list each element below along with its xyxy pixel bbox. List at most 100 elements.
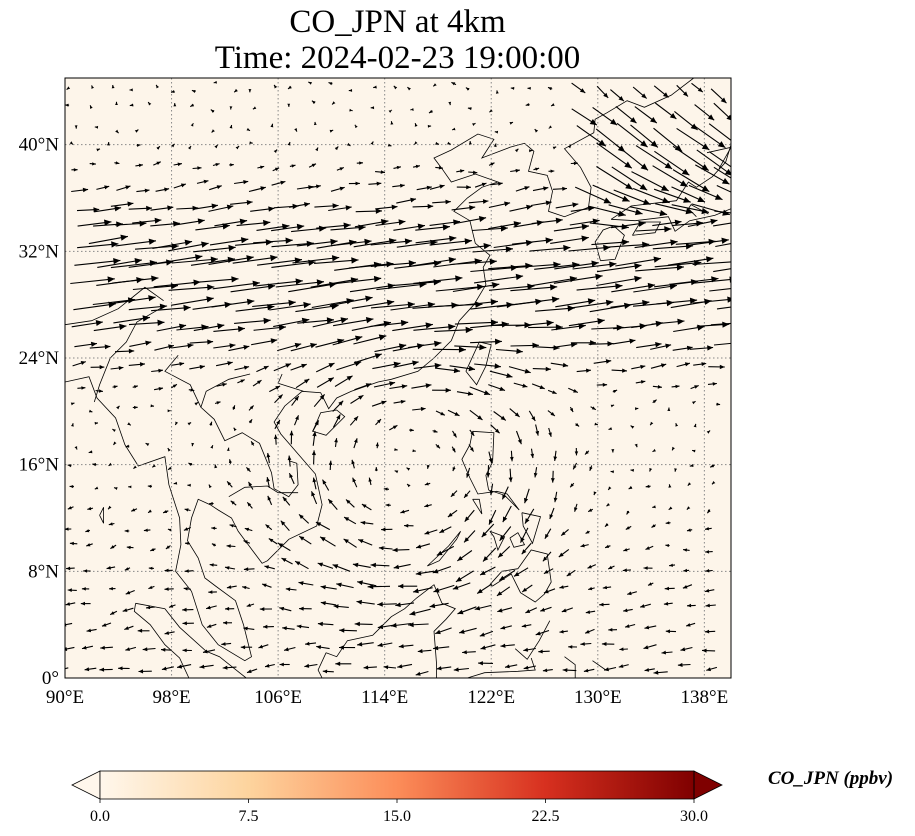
wind-arrow (228, 459, 232, 464)
wind-arrow (143, 528, 151, 532)
wind-arrow (439, 526, 452, 534)
wind-arrow (375, 204, 398, 210)
colorbar: 0.0 7.5 15.0 22.5 30.0 (71, 770, 723, 825)
wind-arrow (255, 278, 303, 287)
wind-arrow (373, 85, 377, 89)
wind-arrow (316, 377, 335, 388)
wind-vectors (65, 80, 731, 676)
wind-arrow (398, 583, 418, 589)
wind-arrow (671, 384, 680, 389)
wind-arrow (148, 566, 154, 570)
wind-arrow (656, 297, 698, 305)
wind-arrow (250, 441, 255, 446)
wind-arrow (292, 255, 340, 264)
wind-arrow (696, 149, 731, 176)
wind-arrow (74, 258, 121, 266)
wind-arrow (268, 538, 278, 545)
wind-arrow (501, 486, 509, 500)
wind-arrow (502, 505, 512, 523)
wind-arrow (154, 387, 164, 391)
gridlines (65, 78, 731, 678)
wind-arrow (228, 345, 250, 352)
wind-arrow (547, 410, 556, 417)
wind-arrow (676, 127, 710, 151)
wind-arrow (114, 348, 135, 354)
wind-arrow (587, 508, 594, 513)
wind-arrow (530, 448, 535, 459)
wind-arrow (432, 565, 452, 574)
coastline-segment (312, 409, 346, 436)
wind-arrow (409, 608, 431, 616)
wind-arrow (574, 503, 578, 512)
wind-arrow (509, 204, 533, 212)
colorbar-extend-max (693, 770, 723, 800)
wind-arrow (155, 187, 170, 192)
wind-arrow (611, 282, 656, 293)
wind-arrow (392, 183, 405, 188)
wind-arrow (608, 628, 618, 632)
wind-arrow (616, 122, 648, 148)
wind-arrow (424, 529, 438, 535)
wind-arrow (523, 647, 536, 652)
wind-arrow (691, 82, 704, 93)
wind-arrow (209, 501, 214, 506)
wind-arrow (653, 127, 683, 153)
wind-arrow (566, 569, 576, 577)
wind-arrow (375, 170, 386, 174)
wind-arrow (463, 490, 471, 499)
wind-arrow (680, 646, 693, 652)
wind-arrow (106, 566, 116, 570)
wind-arrow (480, 644, 496, 650)
wind-arrow (588, 586, 595, 591)
wind-arrow (69, 541, 78, 546)
wind-arrow (377, 601, 397, 607)
wind-arrow (604, 666, 617, 672)
wind-arrow (412, 587, 433, 594)
wind-arrow (164, 631, 175, 635)
wind-arrow (468, 199, 489, 204)
wind-arrow (468, 141, 472, 145)
wind-arrow (375, 418, 382, 426)
wind-arrow (389, 384, 408, 390)
wind-arrow (448, 101, 452, 106)
wind-arrow (538, 649, 550, 654)
wind-arrow (593, 491, 597, 496)
wind-arrow (184, 508, 191, 512)
wind-arrow (688, 184, 723, 201)
colorbar-bar (100, 771, 694, 799)
wind-arrow (625, 525, 632, 530)
wind-arrow (435, 410, 446, 416)
wind-arrow (574, 186, 612, 204)
wind-arrow (490, 424, 500, 434)
wind-arrow (488, 451, 493, 464)
wind-arrow (464, 509, 475, 522)
wind-arrow (333, 604, 349, 609)
wind-arrow (353, 353, 382, 364)
colorbar-tick-label: 7.5 (239, 808, 259, 825)
wind-arrow (669, 563, 676, 567)
wind-arrow (313, 394, 326, 408)
wind-arrow (599, 602, 610, 607)
wind-arrow (456, 169, 465, 173)
map-title-line1: CO_JPN at 4km (289, 4, 506, 40)
wind-arrow (222, 665, 237, 670)
wind-arrow (451, 127, 456, 131)
wind-arrow (234, 180, 249, 185)
wind-arrow (469, 429, 475, 437)
wind-arrow (86, 543, 93, 547)
wind-arrow (596, 382, 608, 387)
wind-arrow (182, 607, 194, 612)
wind-arrow (653, 85, 669, 98)
wind-arrow (583, 668, 595, 673)
wind-arrow (187, 483, 191, 487)
wind-arrow (115, 129, 119, 134)
wind-arrow (282, 626, 295, 631)
wind-arrow (596, 275, 642, 287)
wind-arrow (266, 476, 270, 488)
wind-arrow (352, 562, 371, 568)
wind-arrow (355, 208, 383, 214)
wind-arrow (531, 217, 563, 225)
wind-arrow (542, 668, 553, 673)
wind-arrow (345, 499, 355, 508)
wind-arrow (335, 661, 352, 666)
